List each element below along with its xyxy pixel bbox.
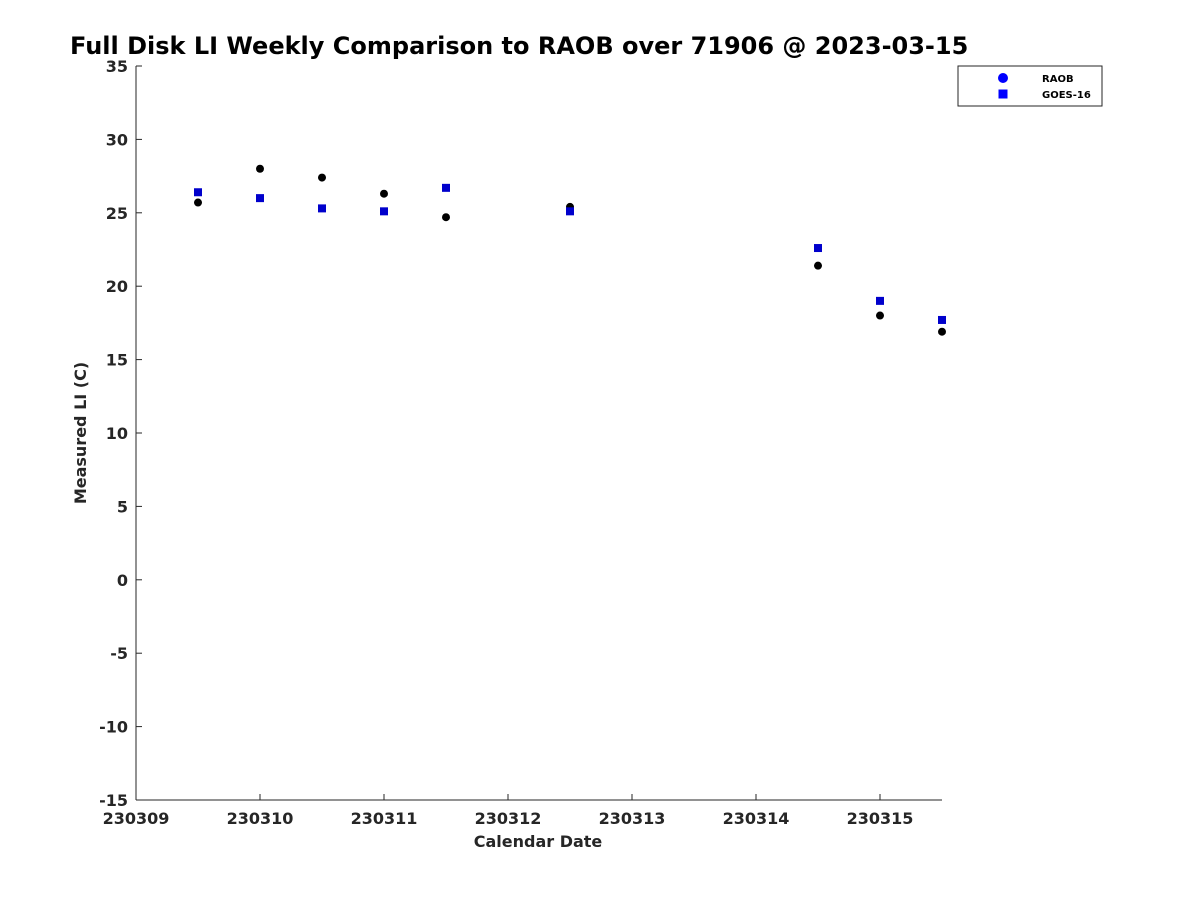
x-tick-label: 230312: [475, 809, 542, 828]
y-tick-label: -15: [99, 791, 128, 810]
data-point-goes-16: [318, 204, 326, 213]
x-tick-label: 230311: [351, 809, 418, 828]
data-point-raob: [256, 164, 264, 173]
data-point-goes-16: [442, 183, 450, 192]
y-tick-label: 5: [117, 497, 128, 516]
y-ticks: 35 30 25 20 15 10 5 0 -5 -10 -15: [99, 57, 142, 810]
data-point-raob: [876, 311, 884, 320]
chart-title: Full Disk LI Weekly Comparison to RAOB o…: [70, 32, 968, 60]
data-point-goes-16: [938, 315, 946, 324]
data-point-goes-16: [194, 188, 202, 197]
x-tick-label: 230313: [599, 809, 666, 828]
y-tick-label: -10: [99, 718, 128, 737]
data-point-goes-16: [380, 207, 388, 216]
data-point-raob: [194, 198, 202, 207]
legend-label-raob: RAOB: [1042, 74, 1074, 85]
legend: RAOB GOES-16: [957, 65, 1103, 107]
y-tick-label: 30: [106, 130, 128, 149]
x-ticks: 230309 230310 230311 230312 230313 230314 2303…: [103, 794, 914, 828]
y-tick-label: 35: [106, 57, 128, 76]
y-tick-label: 20: [106, 277, 128, 296]
data-point-goes-16: [814, 244, 822, 253]
data-point-goes-16: [566, 207, 574, 216]
data-point-raob: [938, 327, 946, 336]
x-tick-label: 230315: [847, 809, 914, 828]
y-tick-label: 25: [106, 204, 128, 223]
data-point-raob: [814, 261, 822, 270]
y-tick-label: -5: [110, 644, 128, 663]
legend-marker-raob: [998, 73, 1008, 83]
y-tick-label: 0: [117, 571, 128, 590]
data-point-raob: [380, 189, 388, 198]
legend-marker-goes-16: [998, 89, 1008, 99]
x-tick-label: 230309: [103, 809, 170, 828]
data-point-raob: [442, 213, 450, 222]
data-point-goes-16: [256, 194, 264, 203]
legend-label-goes-16: GOES-16: [1042, 90, 1091, 101]
legend-box: [957, 65, 1103, 107]
y-tick-label: 10: [106, 424, 128, 443]
x-tick-label: 230310: [227, 809, 294, 828]
data-point-raob: [318, 173, 326, 182]
x-tick-label: 230314: [723, 809, 790, 828]
x-axis-label: Calendar Date: [474, 832, 603, 851]
data-point-goes-16: [876, 296, 884, 305]
series-layer: [194, 164, 946, 336]
y-axis-label: Measured LI (C): [71, 362, 90, 504]
y-tick-label: 15: [106, 351, 128, 370]
